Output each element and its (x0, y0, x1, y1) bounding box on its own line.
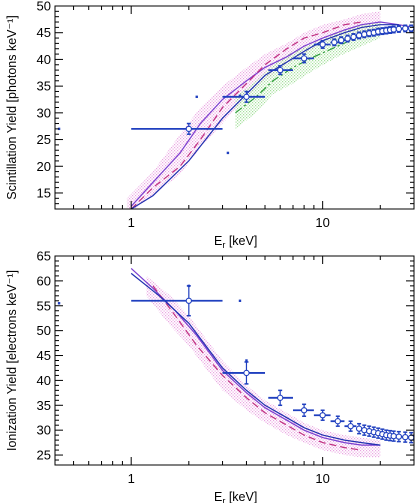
y-tick-label: 65 (37, 249, 51, 264)
uncertainty-band (235, 22, 381, 129)
y-tick-label: 25 (37, 448, 51, 463)
data-point (313, 39, 331, 49)
data-point (395, 25, 403, 33)
model-curve (130, 272, 381, 446)
data-point (344, 420, 357, 432)
y-tick-label: 50 (37, 0, 51, 14)
data-point (355, 422, 363, 435)
stray-marker (195, 95, 198, 99)
data-point (370, 28, 377, 37)
y-tick-label: 45 (37, 348, 51, 363)
data-point (408, 24, 414, 33)
stray-marker (238, 94, 242, 97)
y-axis-title: Scintillation Yield [photons keV⁻¹] (5, 15, 19, 199)
data-point (337, 36, 346, 45)
y-tick-label: 35 (37, 79, 51, 94)
y-tick-label: 60 (37, 273, 51, 288)
y-tick-label: 30 (37, 423, 51, 438)
plot-area (57, 11, 414, 209)
y-tick-label: 35 (37, 398, 51, 413)
x-tick-label: 10 (315, 471, 329, 486)
y-tick-label: 40 (37, 373, 51, 388)
stray-marker (245, 359, 248, 362)
data-point (355, 31, 363, 40)
data-point (292, 53, 314, 64)
data-point (292, 403, 314, 417)
y-tick-label: 55 (37, 298, 51, 313)
data-point (330, 38, 340, 47)
model-curve (152, 285, 362, 451)
y-axis-title: Ionization Yield [electrons keV⁻¹] (5, 270, 19, 451)
y-tick-label: 25 (37, 132, 51, 147)
data-point (222, 361, 266, 385)
data-point (313, 409, 331, 421)
stray-marker (57, 302, 61, 305)
data-point (131, 285, 223, 317)
stray-marker (238, 299, 242, 302)
x-tick-label: 1 (128, 215, 135, 230)
data-point (268, 389, 293, 407)
data-point (402, 24, 409, 33)
x-axis-title: Er [keV] (214, 234, 257, 250)
data-point (408, 431, 414, 444)
y-tick-label: 45 (37, 25, 51, 40)
data-point (222, 90, 266, 103)
x-tick-label: 1 (128, 471, 135, 486)
model-curve (130, 24, 399, 209)
data-point (268, 65, 293, 76)
data-point (390, 25, 397, 34)
ionization-yield-panel: 1 10 25 30 35 40 45 50 55 60 65 Er [keV] Ionization … (5, 249, 415, 503)
x-tick-label: 10 (315, 215, 329, 230)
data-point (366, 29, 373, 38)
data-point (344, 34, 352, 43)
x-axis-title: Er [keV] (214, 490, 257, 503)
y-tick-label: 15 (37, 185, 51, 200)
uncertainty-band (146, 275, 381, 458)
y-tick-label: 30 (37, 105, 51, 120)
data-point (330, 415, 345, 427)
y-tick-label: 20 (37, 159, 51, 174)
model-curve (130, 21, 414, 207)
data-point (131, 122, 223, 135)
scintillation-yield-panel: 1 10 15 20 25 30 35 40 45 50 Er [keV] Scintillation… (5, 0, 415, 250)
data-point (350, 33, 358, 41)
model-curve (130, 21, 362, 209)
data-point (395, 430, 403, 443)
stray-marker (226, 151, 230, 155)
data-point (390, 430, 397, 442)
data-point (366, 425, 373, 437)
y-tick-label: 50 (37, 323, 51, 338)
data-point (402, 431, 409, 443)
plot-area (57, 267, 414, 458)
stray-marker (57, 127, 61, 131)
y-tick-label: 40 (37, 52, 51, 67)
